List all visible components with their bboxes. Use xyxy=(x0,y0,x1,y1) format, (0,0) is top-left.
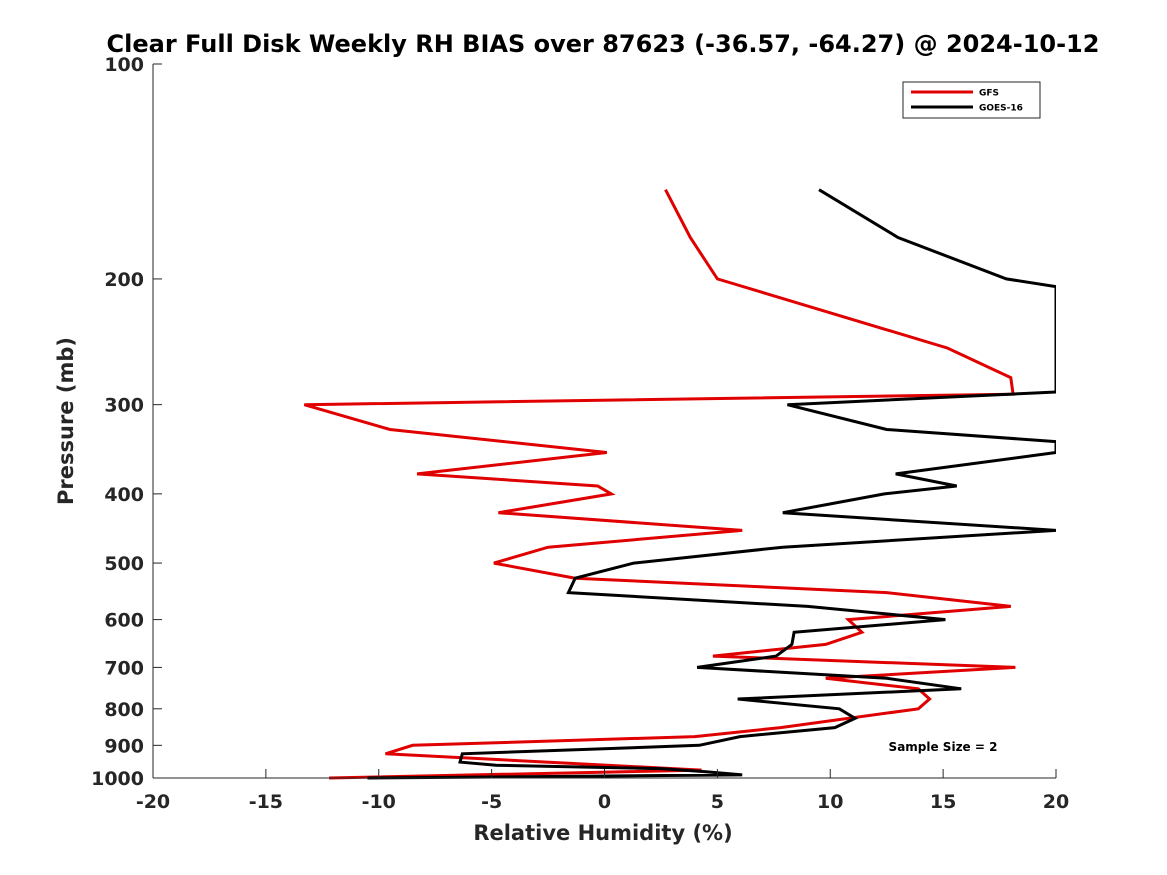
x-tick-label: -5 xyxy=(481,791,502,813)
series-line-goes-16 xyxy=(367,188,1056,780)
x-tick-label: 0 xyxy=(598,791,611,813)
sample-size-annotation: Sample Size = 2 xyxy=(889,740,998,754)
x-tick-label: 15 xyxy=(930,791,956,813)
y-tick-label: 600 xyxy=(104,610,144,632)
chart-title: Clear Full Disk Weekly RH BIAS over 8762… xyxy=(107,30,1100,58)
y-tick-label: 200 xyxy=(104,269,144,291)
series-line-gfs xyxy=(303,189,1016,780)
x-tick-label: -20 xyxy=(136,791,170,813)
y-tick-label: 100 xyxy=(104,54,144,76)
legend: GFS GOES-16 xyxy=(902,81,1041,119)
legend-label: GOES-16 xyxy=(979,104,1023,114)
y-tick-label: 400 xyxy=(104,484,144,506)
y-tick-label: 900 xyxy=(104,735,144,757)
x-tick-label: 10 xyxy=(817,791,843,813)
y-axis-label: Pressure (mb) xyxy=(54,337,78,505)
legend-box xyxy=(902,81,1041,119)
y-tick-label: 1000 xyxy=(91,768,144,790)
x-tick-label: -15 xyxy=(249,791,283,813)
y-tick-label: 300 xyxy=(104,395,144,417)
y-tick-label: 500 xyxy=(104,553,144,575)
x-tick-label: -10 xyxy=(362,791,396,813)
x-axis-label: Relative Humidity (%) xyxy=(473,821,732,845)
y-tick-label: 800 xyxy=(104,699,144,721)
legend-label: GFS xyxy=(979,89,999,99)
plot-area xyxy=(303,188,1056,780)
series-group xyxy=(303,188,1056,780)
x-tick-label: 5 xyxy=(711,791,724,813)
x-tick-label: 20 xyxy=(1043,791,1069,813)
y-tick-label: 700 xyxy=(104,657,144,679)
axes: -20 -15 -10 -5 0 5 10 15 20 100 200 300 400 500 600 700… xyxy=(91,54,1069,813)
